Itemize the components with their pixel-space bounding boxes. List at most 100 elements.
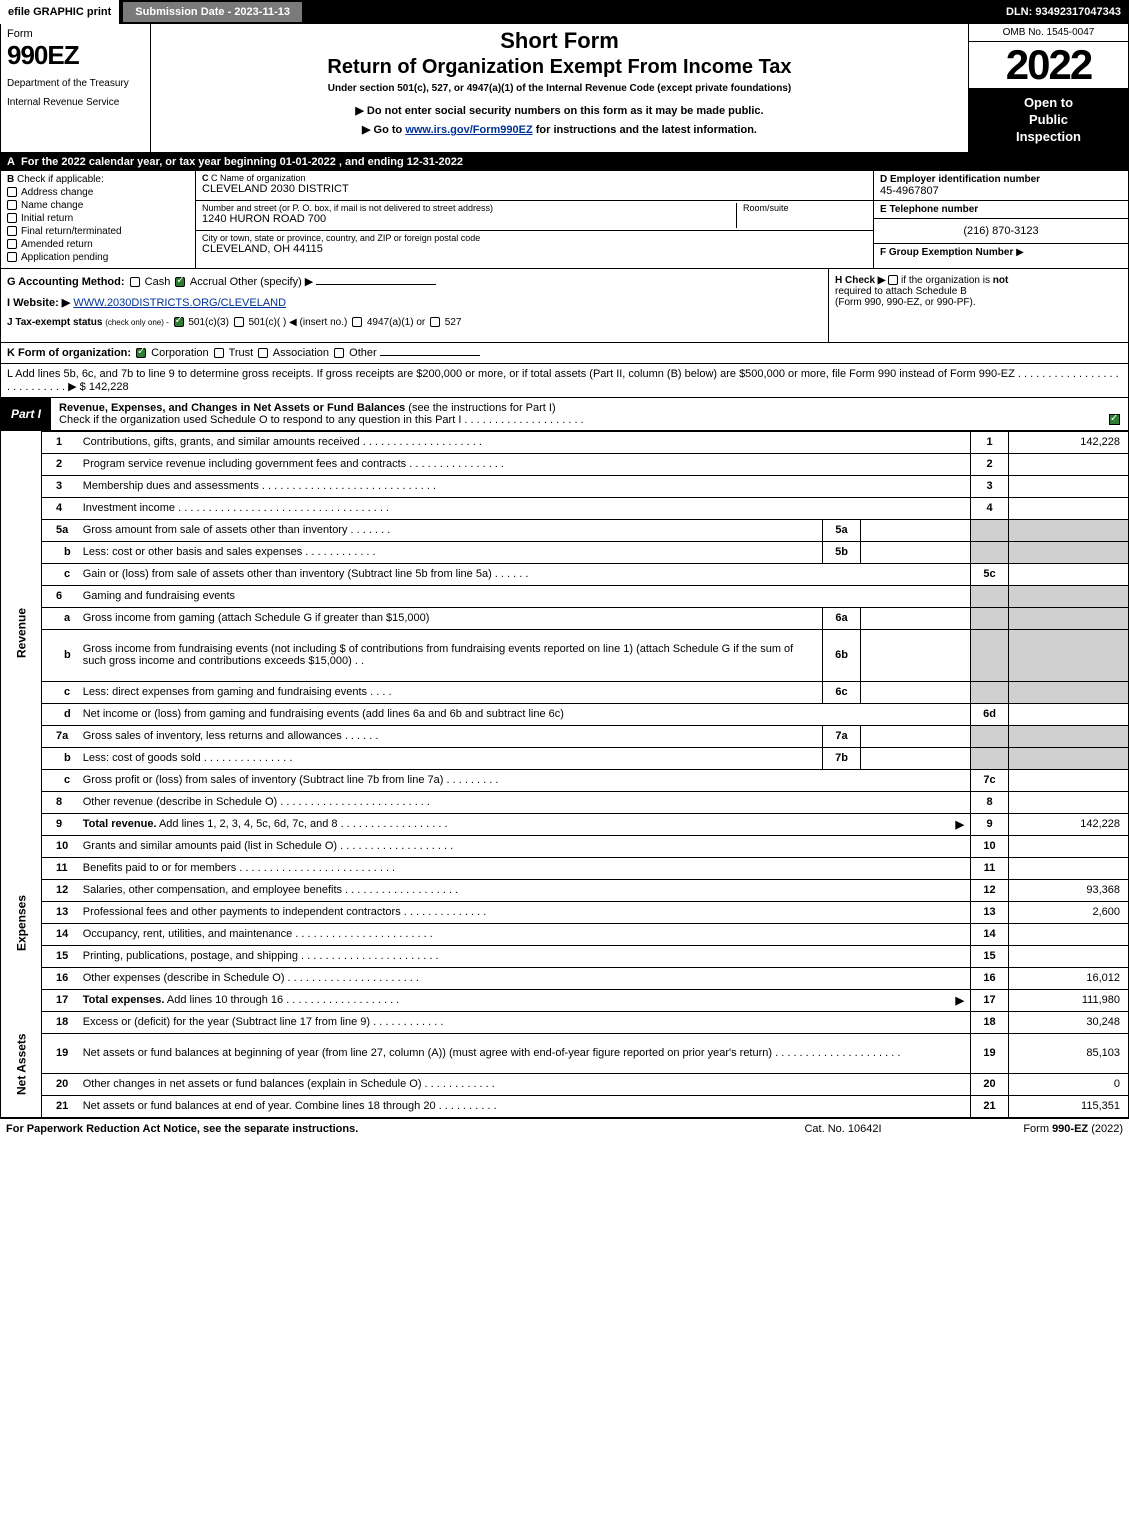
irs-label: Internal Revenue Service (7, 96, 144, 109)
shaded-cell (1009, 747, 1129, 769)
cb-schedule-o[interactable] (1109, 414, 1120, 425)
table-row: 8Other revenue (describe in Schedule O) … (1, 791, 1129, 813)
table-row: Expenses10Grants and similar amounts pai… (1, 835, 1129, 857)
table-row: bGross income from fundraising events (n… (1, 629, 1129, 681)
cb-schedule-b[interactable] (888, 275, 898, 285)
mini-line-value (861, 725, 971, 747)
website-link[interactable]: WWW.2030DISTRICTS.ORG/CLEVELAND (73, 297, 286, 309)
section-c: C C Name of organization CLEVELAND 2030 … (196, 171, 873, 268)
line-description: Gross sales of inventory, less returns a… (77, 725, 823, 747)
right-line-number: 1 (971, 431, 1009, 453)
insp1: Open to (1024, 95, 1073, 110)
cb-501c3[interactable] (174, 317, 184, 327)
cb-address-change[interactable]: Address change (7, 187, 189, 198)
insp3: Inspection (1016, 129, 1081, 144)
street-label: Number and street (or P. O. box, if mail… (202, 203, 730, 213)
line-l: L Add lines 5b, 6c, and 7b to line 9 to … (0, 364, 1129, 398)
line-number: 2 (42, 453, 77, 475)
line-a-text: For the 2022 calendar year, or tax year … (21, 156, 463, 168)
phone-val: (216) 870-3123 (880, 225, 1122, 237)
irs-link[interactable]: www.irs.gov/Form990EZ (405, 124, 532, 136)
line-description: Less: cost of goods sold . . . . . . . .… (77, 747, 823, 769)
cb-application-pending[interactable]: Application pending (7, 252, 189, 263)
mini-line-value (861, 629, 971, 681)
right-line-number: 13 (971, 901, 1009, 923)
line-description: Professional fees and other payments to … (77, 901, 971, 923)
mini-line-value (861, 541, 971, 563)
gross-receipts: 142,228 (89, 381, 129, 393)
line-number: d (42, 703, 77, 725)
line-number: 6 (42, 585, 77, 607)
form-number: 990EZ (7, 40, 144, 71)
cb-initial-return[interactable]: Initial return (7, 213, 189, 224)
subtitle: Under section 501(c), 527, or 4947(a)(1)… (159, 83, 960, 94)
right-line-number: 3 (971, 475, 1009, 497)
table-row: bLess: cost of goods sold . . . . . . . … (1, 747, 1129, 769)
cb-501c[interactable] (234, 317, 244, 327)
right-line-number: 15 (971, 945, 1009, 967)
right-line-number: 6d (971, 703, 1009, 725)
cb-amended-return[interactable]: Amended return (7, 239, 189, 250)
table-row: 12Salaries, other compensation, and empl… (1, 879, 1129, 901)
street-val: 1240 HURON ROAD 700 (202, 213, 730, 225)
mini-line-number: 7b (823, 747, 861, 769)
cb-association[interactable] (258, 348, 268, 358)
cb-other-org[interactable] (334, 348, 344, 358)
line-description: Gross amount from sale of assets other t… (77, 519, 823, 541)
line-description: Gross profit or (loss) from sales of inv… (77, 769, 971, 791)
line-number: a (42, 607, 77, 629)
section-bcd: B Check if applicable: Address change Na… (0, 171, 1129, 269)
footer: For Paperwork Reduction Act Notice, see … (0, 1118, 1129, 1139)
line-description: Other expenses (describe in Schedule O) … (77, 967, 971, 989)
cb-4947[interactable] (352, 317, 362, 327)
table-row: 16Other expenses (describe in Schedule O… (1, 967, 1129, 989)
right-line-value (1009, 791, 1129, 813)
table-row: 20Other changes in net assets or fund ba… (1, 1073, 1129, 1095)
cb-name-change[interactable]: Name change (7, 200, 189, 211)
submission-date: Submission Date - 2023-11-13 (123, 0, 302, 24)
line-description: Other revenue (describe in Schedule O) .… (77, 791, 971, 813)
table-row: 15Printing, publications, postage, and s… (1, 945, 1129, 967)
right-line-number: 14 (971, 923, 1009, 945)
mini-line-number: 6b (823, 629, 861, 681)
cb-trust[interactable] (214, 348, 224, 358)
part-i-title: Revenue, Expenses, and Changes in Net As… (51, 398, 1128, 430)
cb-cash[interactable] (130, 277, 140, 287)
public-inspection: Open to Public Inspection (969, 89, 1128, 152)
mini-line-number: 6c (823, 681, 861, 703)
right-line-number: 16 (971, 967, 1009, 989)
line-number: c (42, 681, 77, 703)
right-line-value (1009, 475, 1129, 497)
right-line-value (1009, 703, 1129, 725)
table-row: cGross profit or (loss) from sales of in… (1, 769, 1129, 791)
mini-line-value (861, 747, 971, 769)
right-line-value (1009, 923, 1129, 945)
cb-accrual[interactable] (175, 277, 185, 287)
table-row: dNet income or (loss) from gaming and fu… (1, 703, 1129, 725)
efile-label[interactable]: efile GRAPHIC print (0, 0, 119, 24)
top-bar: efile GRAPHIC print Submission Date - 20… (0, 0, 1129, 24)
d-label: D Employer identification number (880, 174, 1122, 185)
omb-number: OMB No. 1545-0047 (969, 24, 1128, 42)
cb-corporation[interactable] (136, 348, 146, 358)
line-number: b (42, 541, 77, 563)
table-row: Revenue1Contributions, gifts, grants, an… (1, 431, 1129, 453)
header-right: OMB No. 1545-0047 2022 Open to Public In… (968, 24, 1128, 152)
line-number: 13 (42, 901, 77, 923)
part-i-table: Revenue1Contributions, gifts, grants, an… (0, 431, 1129, 1118)
line-number: 7a (42, 725, 77, 747)
mini-line-number: 6a (823, 607, 861, 629)
line-number: 4 (42, 497, 77, 519)
right-line-number: 17 (971, 989, 1009, 1011)
cb-527[interactable] (430, 317, 440, 327)
mini-line-value (861, 681, 971, 703)
line-description: Excess or (deficit) for the year (Subtra… (77, 1011, 971, 1033)
shaded-cell (971, 607, 1009, 629)
shaded-cell (971, 747, 1009, 769)
cb-final-return[interactable]: Final return/terminated (7, 226, 189, 237)
section-side-label: Expenses (1, 835, 42, 1011)
room-label: Room/suite (743, 203, 867, 213)
line-description: Other changes in net assets or fund bala… (77, 1073, 971, 1095)
short-form-title: Short Form (159, 28, 960, 54)
right-line-number: 12 (971, 879, 1009, 901)
